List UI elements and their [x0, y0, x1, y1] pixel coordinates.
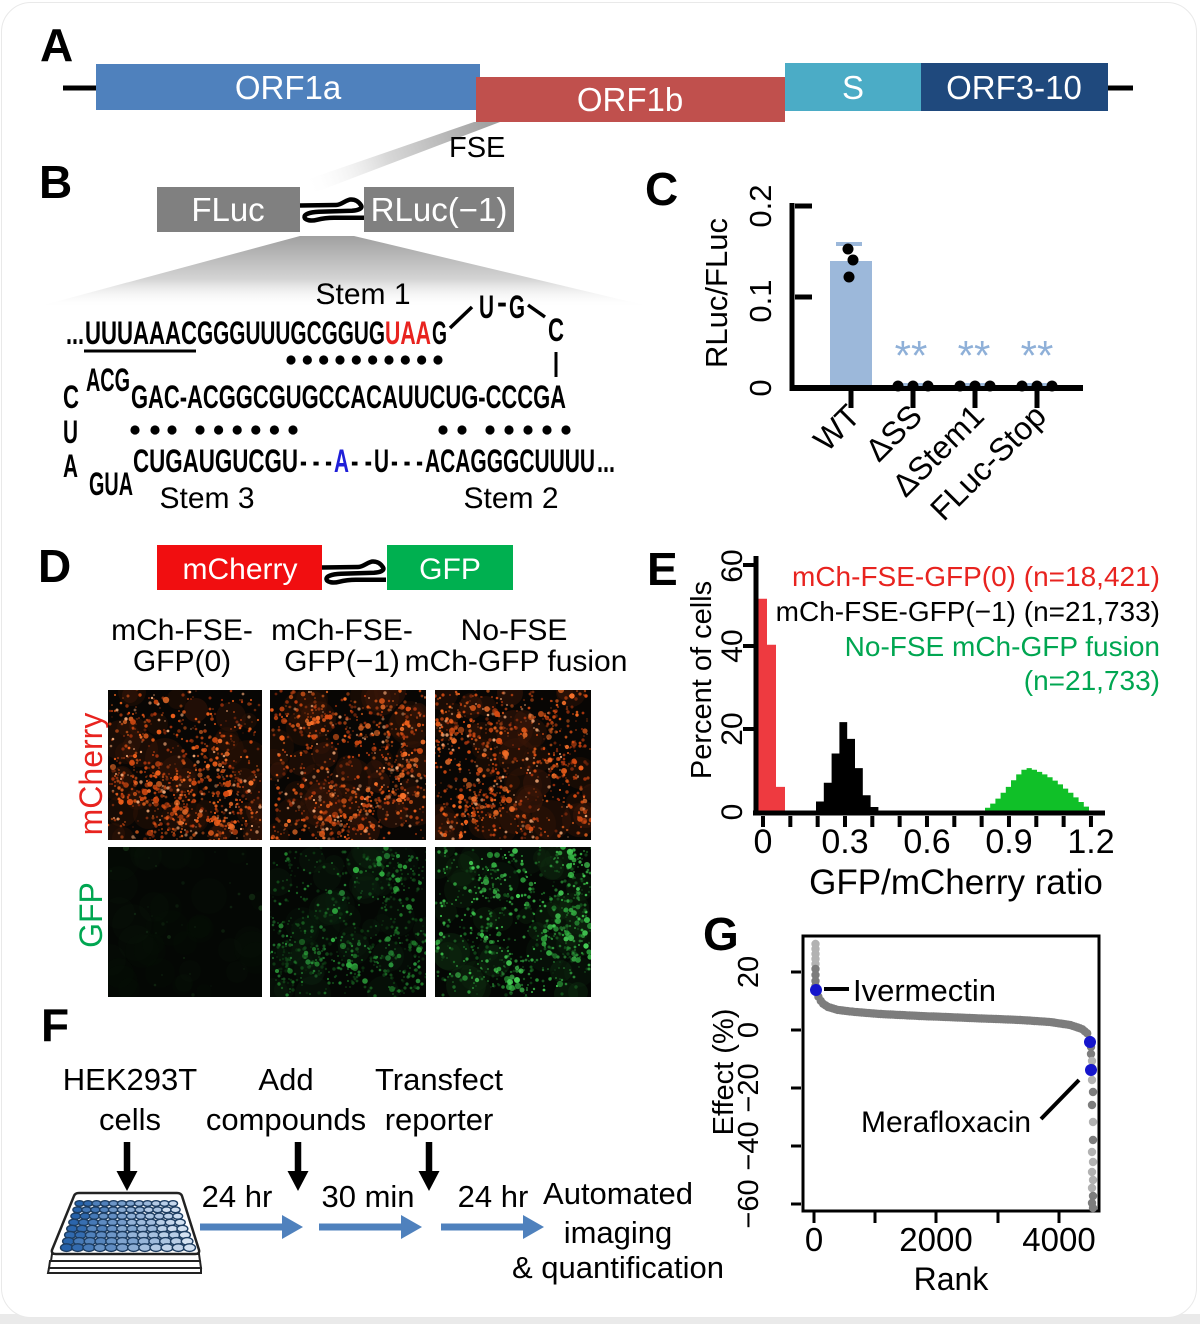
svg-text:ORF3-10: ORF3-10 — [946, 69, 1082, 106]
svg-text:GFP: GFP — [73, 882, 109, 948]
svg-text:Merafloxacin: Merafloxacin — [861, 1106, 1031, 1139]
svg-text:FSE: FSE — [449, 132, 505, 164]
svg-text:A: A — [63, 448, 78, 484]
svg-text:- - -: - - - — [391, 443, 423, 479]
svg-text:G: G — [509, 289, 525, 325]
svg-text:- -: - - — [351, 443, 372, 479]
svg-text:CUGAUGUCGU: CUGAUGUCGU — [133, 443, 298, 479]
svg-text:Ivermectin: Ivermectin — [853, 973, 996, 1008]
svg-text:imaging: imaging — [564, 1215, 673, 1250]
svg-text:GFP(0): GFP(0) — [133, 645, 231, 678]
svg-text:−20: −20 — [733, 1063, 765, 1112]
svg-text:mCh-FSE-: mCh-FSE- — [271, 614, 413, 647]
svg-text:0.6: 0.6 — [903, 823, 950, 861]
svg-text:HEK293T: HEK293T — [63, 1062, 197, 1097]
svg-text:G: G — [703, 908, 739, 960]
svg-text:A: A — [334, 443, 349, 479]
svg-text:mCh-FSE-GFP(0) (n=18,421): mCh-FSE-GFP(0) (n=18,421) — [792, 561, 1160, 592]
svg-text:ORF1a: ORF1a — [235, 69, 342, 106]
svg-text:mCherry: mCherry — [73, 713, 109, 836]
svg-text:−40: −40 — [733, 1121, 765, 1170]
svg-text:0: 0 — [805, 1221, 823, 1258]
svg-text:ORF1b: ORF1b — [577, 81, 683, 118]
svg-text:cells: cells — [99, 1102, 161, 1137]
svg-text:Stem 3: Stem 3 — [159, 482, 254, 515]
svg-text:FLuc: FLuc — [191, 191, 264, 228]
svg-text:RLuc(−1): RLuc(−1) — [371, 191, 508, 228]
svg-text:ACG: ACG — [86, 362, 130, 398]
svg-text:0.9: 0.9 — [985, 823, 1032, 861]
svg-text:- - -: - - - — [300, 443, 332, 479]
svg-text:Percent of cells: Percent of cells — [686, 581, 718, 779]
svg-text:UAA: UAA — [385, 315, 431, 351]
svg-text:GFP(−1): GFP(−1) — [284, 645, 400, 678]
svg-text:E: E — [647, 543, 678, 595]
svg-text:0: 0 — [733, 1022, 765, 1038]
svg-text:WT: WT — [806, 397, 867, 458]
svg-text:0.3: 0.3 — [821, 823, 868, 861]
svg-text:reporter: reporter — [385, 1102, 494, 1137]
svg-text:24 hr: 24 hr — [458, 1179, 529, 1214]
svg-text:B: B — [39, 156, 72, 208]
svg-text:GGGUUUGCGGUG: GGGUUUGCGGUG — [197, 315, 385, 351]
svg-text:U: U — [479, 289, 494, 325]
svg-text:Automated: Automated — [543, 1176, 693, 1211]
svg-text:No-FSE mCh-GFP fusion: No-FSE mCh-GFP fusion — [845, 631, 1160, 662]
svg-text:GFP: GFP — [419, 553, 481, 586]
svg-text:Effect (%): Effect (%) — [708, 1009, 740, 1136]
svg-text:GFP/mCherry ratio: GFP/mCherry ratio — [809, 863, 1103, 902]
svg-text:...: ... — [597, 443, 615, 479]
svg-text:Stem 2: Stem 2 — [463, 482, 558, 515]
svg-text:0.2: 0.2 — [743, 184, 778, 227]
svg-text:GAC-ACGGCGUGCCACAUUCUG-CCCGA: GAC-ACGGCGUGCCACAUUCUG-CCCGA — [131, 379, 566, 415]
svg-text:C: C — [645, 163, 678, 215]
svg-text:mCh-FSE-GFP(−1) (n=21,733): mCh-FSE-GFP(−1) (n=21,733) — [776, 596, 1160, 627]
svg-text:A: A — [40, 19, 73, 71]
svg-text:24 hr: 24 hr — [202, 1179, 273, 1214]
svg-text:**: ** — [958, 332, 991, 379]
svg-text:GUA: GUA — [89, 466, 133, 502]
svg-text:G: G — [432, 315, 447, 351]
svg-text:**: ** — [1021, 332, 1054, 379]
svg-text:**: ** — [895, 332, 928, 379]
svg-text:C: C — [63, 379, 79, 415]
svg-text:2000: 2000 — [899, 1221, 972, 1258]
svg-text:C: C — [548, 312, 564, 348]
svg-text:mCh-GFP fusion: mCh-GFP fusion — [405, 645, 628, 678]
svg-text:F: F — [41, 999, 69, 1051]
svg-text:0: 0 — [754, 823, 773, 861]
svg-text:S: S — [842, 69, 864, 106]
svg-text:U: U — [374, 443, 389, 479]
svg-text:Add: Add — [258, 1062, 313, 1097]
svg-text:mCherry: mCherry — [182, 553, 297, 586]
svg-text:0: 0 — [743, 379, 778, 396]
svg-text:& quantification: & quantification — [512, 1250, 724, 1285]
svg-text:Stem 1: Stem 1 — [315, 278, 410, 311]
svg-text:No-FSE: No-FSE — [461, 614, 568, 647]
svg-text:Transfect: Transfect — [375, 1062, 503, 1097]
svg-text:...: ... — [66, 315, 84, 351]
svg-text:4000: 4000 — [1022, 1221, 1095, 1258]
svg-text:0.1: 0.1 — [743, 279, 778, 322]
svg-text:U: U — [63, 414, 78, 450]
svg-text:0: 0 — [716, 804, 749, 821]
svg-text:Rank: Rank — [914, 1261, 990, 1297]
svg-text:UUUAAAC: UUUAAAC — [85, 315, 197, 351]
svg-text:1.2: 1.2 — [1067, 823, 1114, 861]
svg-text:mCh-FSE-: mCh-FSE- — [111, 614, 253, 647]
svg-text:compounds: compounds — [206, 1102, 366, 1137]
svg-text:30 min: 30 min — [321, 1179, 414, 1214]
svg-text:(n=21,733): (n=21,733) — [1024, 665, 1160, 696]
svg-text:D: D — [38, 540, 71, 592]
svg-text:-: - — [497, 284, 507, 320]
svg-text:ACAGGGCUUUU: ACAGGGCUUUU — [425, 443, 595, 479]
svg-text:−60: −60 — [733, 1179, 765, 1228]
svg-text:20: 20 — [733, 956, 765, 988]
svg-text:RLuc/FLuc: RLuc/FLuc — [699, 218, 734, 368]
